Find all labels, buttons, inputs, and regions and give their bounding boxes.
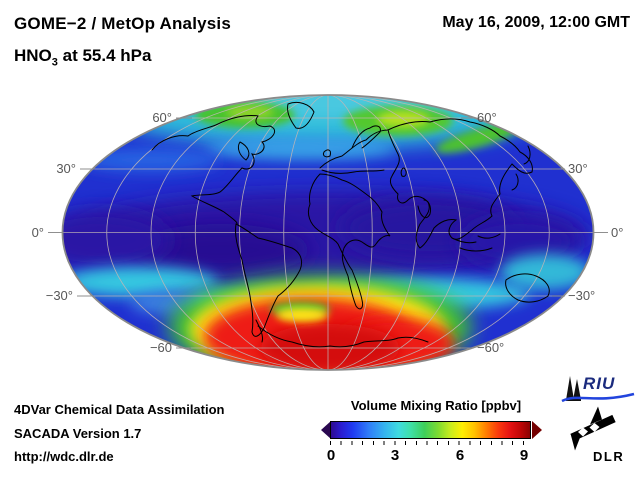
globe-outline: [61, 94, 595, 371]
colorbar-title: Volume Mixing Ratio [ppbv]: [350, 398, 522, 413]
footer-version: SACADA Version 1.7: [14, 426, 142, 441]
dlr-logo: DLR: [568, 406, 636, 468]
lat-label: 30°: [568, 161, 588, 176]
lat-label: −30°: [568, 288, 595, 303]
lat-label: 60°: [152, 110, 172, 125]
lat-label: 0°: [32, 225, 44, 240]
species-name: HNO: [14, 46, 52, 65]
lat-label: −60°: [477, 340, 504, 355]
pressure-level: at 55.4 hPa: [57, 46, 152, 65]
riu-logo-text: RIU: [583, 374, 616, 393]
footer-assimilation: 4DVar Chemical Data Assimilation: [14, 402, 225, 417]
colorbar-tick-label: 6: [455, 447, 465, 464]
lat-labels: 60° 30° 0° −30° −60 60° 30° 0° −30° −60°: [32, 110, 624, 355]
timestamp: May 16, 2009, 12:00 GMT: [442, 14, 630, 31]
colorbar-right-arrow: [532, 421, 542, 439]
footer-url: http://wdc.dlr.de: [14, 449, 114, 464]
riu-logo: RIU: [560, 374, 636, 406]
colorbar-tick-label: 9: [519, 447, 529, 464]
colorbar: 0 3 6 9: [321, 420, 546, 468]
value-field: [62, 95, 594, 370]
page-subtitle: HNO3 at 55.4 hPa: [14, 46, 151, 68]
dlr-logo-text: DLR: [593, 449, 625, 464]
coastlines: [151, 101, 550, 348]
lat-ticks: [48, 117, 608, 349]
riu-wave: [561, 392, 635, 403]
colorbar-ticks: [330, 441, 532, 445]
riu-logo-svg: [561, 376, 635, 403]
page-title: GOME−2 / MetOp Analysis: [14, 14, 232, 33]
colorbar-tick-label: 3: [390, 447, 400, 464]
mollweide-map-svg: 60° 30° 0° −30° −60 60° 30° 0° −30° −60°: [32, 94, 624, 371]
colorbar-tick-label: 0: [326, 447, 336, 464]
lat-label: 60°: [477, 110, 497, 125]
lat-label: 0°: [611, 225, 623, 240]
lat-label: −30°: [46, 288, 73, 303]
colorbar-left-arrow: [321, 421, 331, 439]
lat-label: 30°: [56, 161, 76, 176]
species-subscript: 3: [51, 56, 58, 69]
cathedral-icon: [566, 376, 581, 401]
colorbar-gradient: [330, 421, 531, 439]
lat-label: −60: [150, 340, 172, 355]
dlr-logo-svg: [570, 406, 616, 451]
world-map: 60° 30° 0° −30° −60 60° 30° 0° −30° −60°: [0, 90, 640, 382]
